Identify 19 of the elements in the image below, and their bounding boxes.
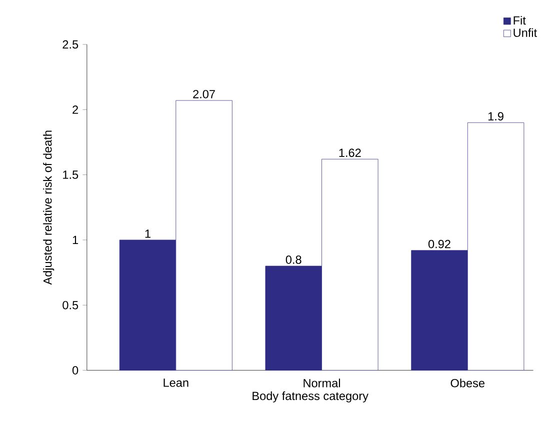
y-tick-label: 1 xyxy=(72,236,78,244)
data-label: 2.07 xyxy=(193,90,215,98)
legend-label: Fit xyxy=(514,16,526,24)
data-label: 0.8 xyxy=(286,255,302,264)
y-tick-label: 2 xyxy=(72,105,78,114)
y-tick-label: 0 xyxy=(72,366,78,374)
x-tick-label: Normal xyxy=(304,378,340,388)
data-label: 0.92 xyxy=(428,240,450,248)
y-tick-label: 1.5 xyxy=(63,170,78,179)
data-label: 1.62 xyxy=(339,148,361,157)
y-tick-label: 2.5 xyxy=(62,40,78,48)
x-tick-label: Lean xyxy=(164,378,188,387)
x-axis-title: Body fatness category xyxy=(252,391,368,402)
data-label: 1.9 xyxy=(488,112,504,120)
x-tick-label: Obese xyxy=(450,378,484,388)
y-tick-label: 0.5 xyxy=(62,300,78,310)
data-label: 1 xyxy=(145,229,150,238)
y-axis-title: Adjusted relative risk of death xyxy=(43,130,54,285)
legend-label: Unfit xyxy=(514,28,537,37)
